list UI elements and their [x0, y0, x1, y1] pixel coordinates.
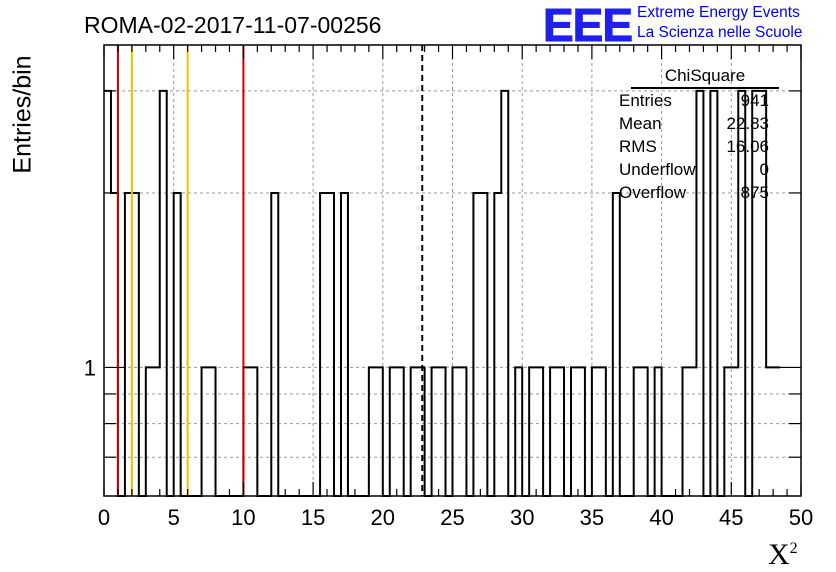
y-tick-label: 1: [84, 355, 96, 380]
histogram-bin: [550, 367, 557, 496]
histogram-bin: [320, 193, 327, 496]
histogram-bin: [432, 367, 439, 496]
histogram-bin: [529, 367, 536, 496]
histogram-bin: [250, 367, 257, 496]
x-axis-label-base: Χ: [768, 538, 790, 571]
histogram-bin: [515, 367, 522, 496]
histogram-bin: [104, 91, 111, 496]
histogram-bin: [327, 193, 334, 496]
stats-value: 0: [759, 160, 769, 179]
stats-label: Overflow: [619, 183, 687, 202]
histogram-bin: [766, 367, 773, 496]
histogram-bin: [689, 367, 696, 496]
histogram-bin: [376, 367, 383, 496]
stats-row-entries: Entries 941: [611, 89, 779, 112]
stats-label: Underflow: [619, 160, 696, 179]
x-tick-label: 20: [371, 505, 395, 530]
histogram-bin: [599, 367, 606, 496]
stats-box: ChiSquare Entries 941 Mean 22.83 RMS 16.…: [611, 65, 779, 204]
histogram-bin: [731, 367, 738, 496]
stats-value: 22.83: [726, 114, 769, 133]
x-axis-label: Χ2: [768, 538, 798, 572]
histogram-bin: [571, 367, 578, 496]
histogram-bin: [243, 367, 250, 496]
histogram-bin: [453, 367, 460, 496]
x-tick-label: 25: [440, 505, 464, 530]
stats-row-underflow: Underflow 0: [611, 158, 779, 181]
histogram-bin: [271, 193, 278, 496]
histogram-bin: [397, 367, 404, 496]
logo-line-1: Extreme Energy Events: [637, 4, 800, 21]
logo-line-2: La Scienza nelle Scuole: [637, 24, 803, 41]
stats-row-mean: Mean 22.83: [611, 112, 779, 135]
stats-value: 875: [740, 183, 769, 202]
histogram-bin: [111, 193, 118, 496]
stats-row-overflow: Overflow 875: [611, 181, 779, 204]
x-tick-label: 50: [789, 505, 813, 530]
histogram-bin: [202, 367, 209, 496]
x-tick-label: 10: [231, 505, 255, 530]
x-axis-label-superscript: 2: [789, 540, 798, 557]
stats-row-rms: RMS 16.06: [611, 135, 779, 158]
histogram-bin: [473, 193, 480, 496]
histogram-bin: [592, 367, 599, 496]
histogram-bin: [439, 367, 446, 496]
histogram-bin: [634, 367, 641, 496]
histogram-bin: [341, 193, 348, 496]
histogram-bin: [459, 367, 466, 496]
histogram-bin: [132, 193, 139, 496]
x-tick-label: 30: [510, 505, 534, 530]
histogram-bin: [480, 193, 487, 496]
x-tick-label: 35: [580, 505, 604, 530]
histogram-bin: [390, 367, 397, 496]
stats-value: 16.06: [726, 137, 769, 156]
stats-label: Entries: [619, 91, 672, 110]
histogram-bin: [773, 367, 780, 496]
histogram-bin: [153, 367, 160, 496]
histogram-bin: [724, 367, 731, 496]
x-tick-label: 0: [98, 505, 110, 530]
histogram-bin: [125, 193, 132, 496]
histogram-bin: [411, 367, 418, 496]
stats-label: RMS: [619, 137, 657, 156]
stats-value: 941: [740, 91, 769, 110]
stats-title: ChiSquare: [631, 65, 779, 89]
histogram-bin: [501, 91, 508, 496]
histogram-bin: [418, 367, 425, 496]
x-tick-label: 5: [168, 505, 180, 530]
histogram-bin: [578, 367, 585, 496]
histogram-bin: [494, 193, 501, 496]
histogram-bin: [655, 367, 662, 496]
histogram-bin: [613, 193, 620, 496]
histogram-bin: [641, 367, 648, 496]
x-tick-label: 45: [719, 505, 743, 530]
histogram-bin: [683, 367, 690, 496]
x-tick-label: 40: [649, 505, 673, 530]
chart-title: ROMA-02-2017-11-07-00256: [84, 12, 382, 38]
histogram-bin: [160, 91, 167, 496]
histogram-bin: [146, 367, 153, 496]
histogram-bin: [536, 367, 543, 496]
histogram-bin: [174, 193, 181, 496]
histogram-bin: [209, 367, 216, 496]
stats-label: Mean: [619, 114, 662, 133]
eee-logo: EEE: [542, 0, 633, 52]
histogram-bin: [369, 367, 376, 496]
histogram-bin: [557, 367, 564, 496]
x-tick-label: 15: [301, 505, 325, 530]
